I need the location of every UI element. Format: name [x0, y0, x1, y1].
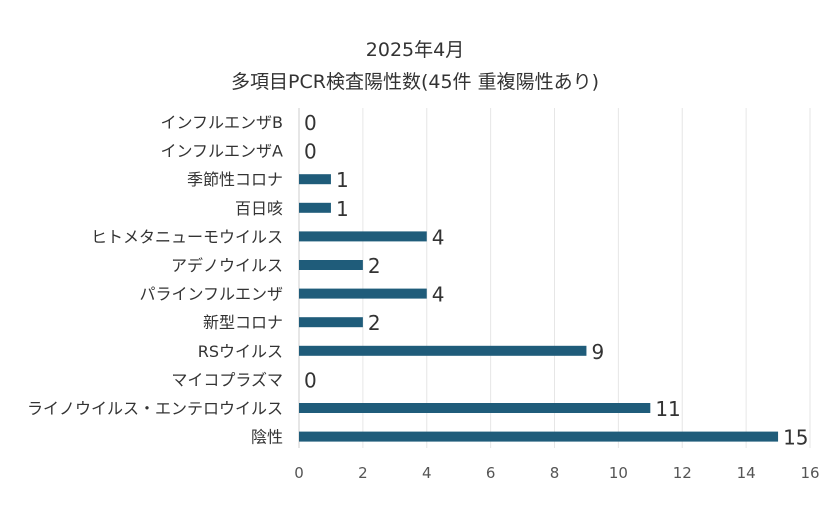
- bar: [299, 288, 427, 299]
- bar: [299, 345, 587, 356]
- data-label: 1: [336, 168, 349, 192]
- bar: [299, 174, 331, 185]
- bar: [299, 431, 779, 442]
- gridlines: [298, 108, 811, 448]
- x-axis-ticks: 0 2 4 6 8 10 12 14 16: [294, 464, 819, 482]
- x-tick-label: 4: [422, 464, 432, 482]
- x-tick-label: 0: [294, 464, 304, 482]
- data-label: 9: [591, 340, 604, 364]
- category-label: パラインフルエンザ: [139, 285, 283, 304]
- x-tick-label: 8: [550, 464, 560, 482]
- x-tick-label: 2: [358, 464, 368, 482]
- category-label: ライノウイルス・エンテロウイルス: [27, 399, 283, 418]
- data-label: 2: [368, 311, 381, 335]
- bar: [299, 202, 331, 213]
- x-tick-label: 10: [609, 464, 628, 482]
- x-tick-label: 16: [800, 464, 819, 482]
- data-label: 4: [432, 225, 445, 249]
- bar: [299, 260, 363, 270]
- category-label: アデノウイルス: [171, 256, 283, 275]
- category-label: マイコプラズマ: [171, 370, 283, 389]
- category-label: インフルエンザB: [161, 113, 284, 132]
- category-label: 季節性コロナ: [187, 170, 283, 189]
- data-label: 11: [655, 397, 680, 421]
- chart-title: 2025年4月: [366, 39, 464, 61]
- x-tick-label: 12: [673, 464, 692, 482]
- bar: [299, 231, 427, 242]
- bars: [299, 174, 779, 442]
- category-label: ヒトメタニューモウイルス: [91, 227, 283, 246]
- chart-subtitle: 多項目PCR検査陽性数(45件 重複陽性あり): [231, 71, 599, 93]
- bar: [299, 403, 651, 413]
- category-labels: インフルエンザB インフルエンザA 季節性コロナ百日咳ヒトメタニューモウイルスアデノ…: [27, 113, 283, 447]
- x-tick-label: 6: [486, 464, 496, 482]
- category-label: インフルエンザA: [161, 142, 284, 161]
- category-label: 百日咳: [235, 199, 283, 218]
- data-label: 0: [304, 368, 317, 392]
- category-label: 新型コロナ: [203, 313, 283, 332]
- x-tick-label: 14: [737, 464, 756, 482]
- data-label: 0: [304, 140, 317, 164]
- data-label: 15: [783, 426, 808, 450]
- data-label: 1: [336, 197, 349, 221]
- data-label: 4: [432, 283, 445, 307]
- data-label: 0: [304, 111, 317, 135]
- category-label: 陰性: [251, 428, 283, 447]
- bar: [299, 317, 363, 328]
- category-label: RSウイルス: [198, 342, 283, 361]
- data-label: 2: [368, 254, 381, 278]
